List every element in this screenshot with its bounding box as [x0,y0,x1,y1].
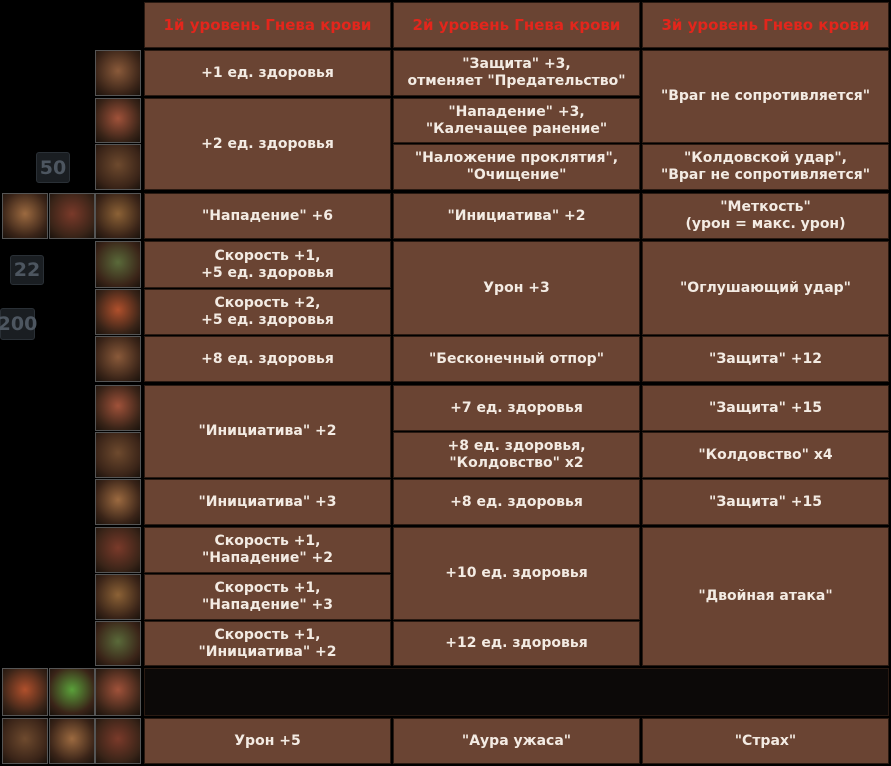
table-cell: +7 ед. здоровья [393,385,640,431]
table-cell: "Защита" +15 [642,385,889,431]
table-cell: +10 ед. здоровья [393,527,640,620]
table-cell: Скорость +1, +5 ед. здоровья [144,241,391,288]
portrait-icon [95,241,141,288]
table-cell: "Враг не сопротивляется" [642,50,889,143]
portrait-icon [95,50,141,96]
background-label: 200 [0,308,37,340]
table-cell: "Меткость" (урон = макс. урон) [642,193,889,239]
portrait-icon [2,668,48,716]
table-cell: "Наложение проклятия", "Очищение" [393,144,640,190]
portrait-icon [49,668,95,716]
column-header: 3й уровень Гнево крови [642,2,889,48]
table-cell: Урон +5 [144,718,391,764]
portrait-icon [95,574,141,620]
table-cell: Скорость +1, "Инициатива" +2 [144,621,391,666]
table-cell: "Страх" [642,718,889,764]
portrait-icon [95,193,141,239]
table-cell: +8 ед. здоровья [144,336,391,382]
background-label: 22 [10,255,44,285]
empty-row [144,668,889,716]
column-header: 2й уровень Гнева крови [393,2,640,48]
portrait-icon [95,144,141,190]
table-cell: +8 ед. здоровья [393,479,640,525]
portrait-icon [95,668,141,716]
portrait-icon [95,98,141,143]
portrait-icon [95,432,141,478]
table-cell: "Защита" +15 [642,479,889,525]
table-cell: "Аура ужаса" [393,718,640,764]
table-cell: +8 ед. здоровья, "Колдовство" x2 [393,432,640,478]
table-cell: +12 ед. здоровья [393,621,640,666]
table-cell: +1 ед. здоровья [144,50,391,96]
table-cell: Скорость +2, +5 ед. здоровья [144,289,391,335]
background-label: 50 [36,152,70,183]
portrait-icon [95,718,141,764]
table-cell: "Двойная атака" [642,527,889,666]
table-cell: "Нападение" +3, "Калечащее ранение" [393,98,640,143]
portrait-icon [95,621,141,666]
portrait-icon [2,193,48,239]
portrait-icon [95,479,141,525]
table-cell: Скорость +1, "Нападение" +2 [144,527,391,573]
table-cell: "Защита" +3, отменяет "Предательство" [393,50,640,96]
portrait-icon [49,193,95,239]
portrait-icon [95,385,141,431]
table-cell: Скорость +1, "Нападение" +3 [144,574,391,620]
table-cell: "Инициатива" +2 [144,385,391,478]
table-cell: "Колдовство" x4 [642,432,889,478]
table-cell: "Защита" +12 [642,336,889,382]
table-cell: "Бесконечный отпор" [393,336,640,382]
portrait-icon [95,527,141,573]
table-cell: "Инициатива" +2 [393,193,640,239]
portrait-icon [95,289,141,335]
table-cell: "Нападение" +6 [144,193,391,239]
portrait-icon [95,336,141,382]
table-cell: "Инициатива" +3 [144,479,391,525]
table-cell: +2 ед. здоровья [144,98,391,190]
table-cell: Урон +3 [393,241,640,335]
table-cell: "Оглушающий удар" [642,241,889,335]
column-header: 1й уровень Гнева крови [144,2,391,48]
table-cell: "Колдовской удар", "Враг не сопротивляет… [642,144,889,190]
portrait-icon [2,718,48,764]
portrait-icon [49,718,95,764]
